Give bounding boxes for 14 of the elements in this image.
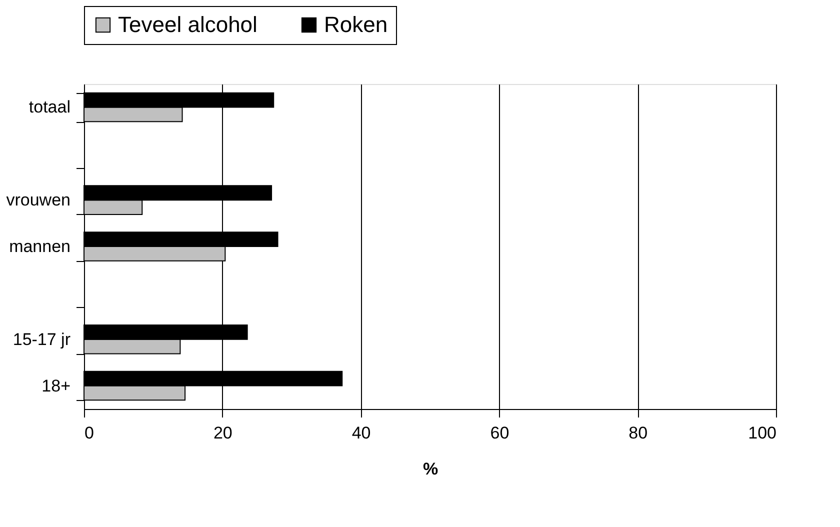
y-tick-label: vrouwen bbox=[6, 190, 70, 210]
x-tick-label: 20 bbox=[213, 424, 232, 442]
legend-label: Roken bbox=[324, 12, 388, 37]
y-tick-label: mannen bbox=[9, 237, 70, 256]
x-tick-label: 60 bbox=[490, 424, 510, 442]
x-tick-label: 80 bbox=[628, 424, 648, 442]
x-tick-label: 0 bbox=[84, 424, 94, 442]
y-tick-label: 15-17 jr bbox=[12, 330, 71, 349]
x-tick-label: 40 bbox=[352, 424, 371, 442]
x-tick-label: 100 bbox=[748, 424, 776, 442]
legend-label: Teveel alcohol bbox=[118, 12, 258, 37]
y-tick-label: 18+ bbox=[42, 376, 71, 396]
x-axis-title: % bbox=[422, 460, 438, 478]
y-tick-label: totaal bbox=[28, 98, 70, 117]
